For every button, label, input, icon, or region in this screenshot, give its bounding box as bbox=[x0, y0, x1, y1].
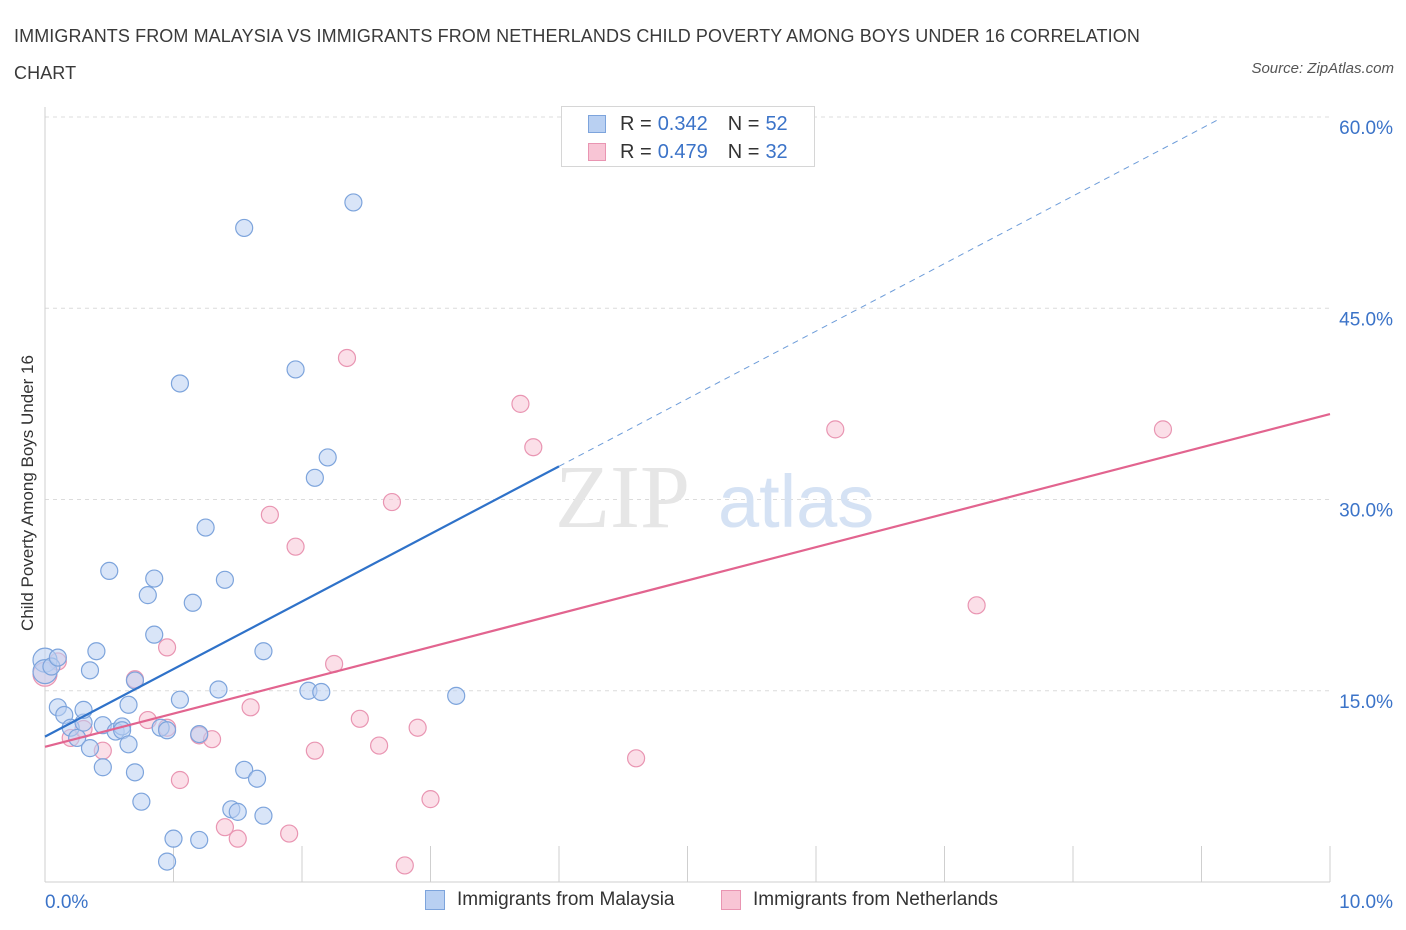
malaysia-point bbox=[93, 758, 112, 777]
legend-n-label: N = bbox=[727, 112, 760, 135]
legend-n-label: N = bbox=[727, 140, 760, 163]
netherlands-point bbox=[1153, 420, 1173, 439]
netherlands-point bbox=[170, 770, 190, 790]
malaysia-point bbox=[157, 852, 177, 871]
netherlands-point bbox=[408, 718, 427, 737]
netherlands-point bbox=[157, 638, 177, 657]
y-axis-label: Child Poverty Among Boys Under 16 bbox=[18, 355, 37, 631]
netherlands-point bbox=[350, 709, 369, 728]
series-legend-malaysia: Immigrants from Malaysia bbox=[425, 889, 675, 911]
malaysia-point bbox=[183, 593, 202, 612]
netherlands-point bbox=[286, 537, 305, 556]
watermark-zip: ZIP bbox=[555, 448, 690, 547]
malaysia-trend-extension bbox=[558, 117, 1222, 467]
netherlands-trend-line bbox=[44, 413, 1331, 748]
malaysia-point bbox=[190, 724, 209, 744]
malaysia-point bbox=[209, 680, 228, 699]
malaysia-point bbox=[132, 792, 151, 811]
malaysia-point bbox=[190, 830, 209, 850]
netherlands-point bbox=[967, 596, 986, 615]
malaysia-point bbox=[305, 468, 324, 487]
malaysia-point bbox=[235, 218, 254, 238]
netherlands-point bbox=[395, 856, 414, 875]
netherlands-point bbox=[241, 698, 260, 717]
x-tick-label-min: 0.0% bbox=[45, 892, 88, 913]
legend-r-label: R = bbox=[620, 140, 652, 163]
netherlands-point bbox=[421, 790, 440, 809]
malaysia-point bbox=[170, 690, 190, 709]
malaysia-point bbox=[80, 739, 100, 758]
legend-row-netherlands: R = 0.479 N = 32 bbox=[588, 140, 788, 164]
malaysia-point bbox=[138, 586, 157, 605]
malaysia-point bbox=[80, 661, 100, 680]
netherlands-point bbox=[511, 394, 530, 413]
malaysia-point bbox=[254, 642, 273, 661]
netherlands-point bbox=[337, 348, 357, 368]
watermark-atlas: atlas bbox=[718, 460, 874, 543]
malaysia-point bbox=[170, 374, 190, 393]
legend-n-value-netherlands: 32 bbox=[765, 140, 788, 163]
tick-labels: 15.0% 30.0% 45.0% 60.0% 0.0% 10.0% bbox=[45, 118, 1393, 913]
netherlands-point bbox=[260, 505, 279, 524]
series-name-malaysia: Immigrants from Malaysia bbox=[457, 889, 675, 910]
grid-lines bbox=[45, 116, 1330, 692]
malaysia-point bbox=[119, 695, 138, 714]
y-tick-label: 15.0% bbox=[1339, 692, 1393, 713]
netherlands-point bbox=[305, 741, 324, 760]
malaysia-point bbox=[100, 561, 119, 581]
netherlands-point bbox=[228, 829, 247, 848]
netherlands-point bbox=[370, 736, 389, 755]
legend-r-value-netherlands: 0.479 bbox=[657, 140, 708, 163]
netherlands-point bbox=[215, 818, 234, 837]
netherlands-point bbox=[626, 749, 646, 768]
malaysia-point bbox=[286, 360, 305, 379]
x-tick-label-max: 10.0% bbox=[1339, 892, 1393, 913]
series-swatch-blue bbox=[425, 890, 445, 910]
malaysia-point bbox=[312, 682, 331, 702]
malaysia-point bbox=[48, 648, 67, 667]
y-tick-label: 60.0% bbox=[1339, 118, 1393, 139]
y-tick-label: 45.0% bbox=[1339, 309, 1393, 330]
malaysia-point bbox=[344, 193, 363, 212]
malaysia-point bbox=[235, 760, 254, 779]
malaysia-point bbox=[228, 802, 247, 821]
legend-row-malaysia: R = 0.342 N = 52 bbox=[588, 112, 788, 136]
series-swatch-pink bbox=[721, 890, 741, 910]
axes bbox=[44, 107, 1331, 883]
netherlands-points bbox=[32, 348, 1173, 875]
malaysia-point bbox=[318, 448, 337, 467]
legend-swatch-blue bbox=[588, 115, 606, 133]
malaysia-point bbox=[447, 686, 466, 705]
malaysia-point bbox=[196, 518, 215, 537]
netherlands-point bbox=[826, 420, 845, 439]
series-legend-netherlands: Immigrants from Netherlands bbox=[721, 889, 998, 911]
malaysia-point bbox=[164, 829, 183, 848]
malaysia-point bbox=[157, 721, 177, 740]
malaysia-point bbox=[247, 769, 267, 788]
legend-swatch-pink bbox=[588, 143, 606, 161]
malaysia-point bbox=[119, 735, 138, 754]
netherlands-point bbox=[524, 438, 543, 457]
stats-legend: R = 0.342 N = 52 R = 0.479 N = 32 bbox=[561, 106, 815, 167]
trend-lines bbox=[44, 117, 1331, 748]
y-tick-label: 30.0% bbox=[1339, 501, 1393, 522]
source-label: Source: ZipAtlas.com bbox=[1251, 60, 1394, 77]
malaysia-point bbox=[87, 642, 106, 661]
malaysia-trend-line bbox=[44, 465, 560, 738]
netherlands-point bbox=[382, 492, 402, 512]
malaysia-points bbox=[32, 193, 466, 871]
malaysia-point bbox=[145, 625, 164, 644]
malaysia-point bbox=[215, 570, 234, 589]
legend-r-value-malaysia: 0.342 bbox=[657, 112, 708, 135]
chart-title: IMMIGRANTS FROM MALAYSIA VS IMMIGRANTS F… bbox=[14, 26, 1140, 83]
series-name-netherlands: Immigrants from Netherlands bbox=[753, 889, 998, 910]
legend-r-label: R = bbox=[620, 112, 652, 135]
malaysia-point bbox=[145, 569, 164, 588]
malaysia-point bbox=[125, 763, 145, 782]
malaysia-point bbox=[254, 806, 273, 825]
legend-n-value-malaysia: 52 bbox=[765, 112, 788, 135]
netherlands-point bbox=[280, 824, 299, 843]
